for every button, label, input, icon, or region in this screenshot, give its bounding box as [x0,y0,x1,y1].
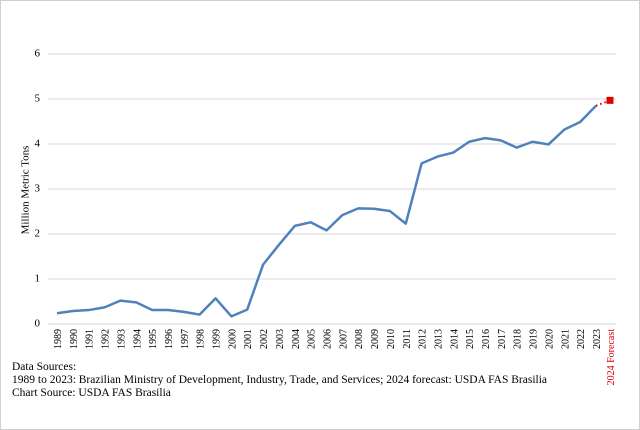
y-tick-label: 5 [35,93,41,105]
y-axis-label: Million Metric Tons [20,146,32,235]
x-tick-label: 1991 [85,329,96,349]
x-tick-label: 1996 [164,329,175,349]
y-tick-label: 1 [35,273,41,285]
source-note: 1989 to 2023: Brazilian Ministry of Deve… [12,374,547,386]
source-note: Chart Source: USDA FAS Brasilia [12,387,171,399]
x-tick-label: 1994 [132,329,143,349]
x-tick-label: 2001 [243,329,254,349]
source-note: Data Sources: [12,361,76,373]
x-tick-label: 2013 [433,329,444,349]
x-tick-label: 2015 [465,329,476,349]
x-tick-label: 2011 [402,329,413,349]
data-line [56,104,597,318]
x-tick-label: 2017 [497,329,508,349]
x-tick-label: 2021 [560,329,571,349]
x-tick-label: 2009 [370,329,381,349]
y-tick-label: 2 [35,228,41,240]
x-tick-label: 2003 [275,329,286,349]
x-tick-label: 1993 [116,329,127,349]
x-tick-label: 2023 [592,329,603,349]
x-tick-label: 2014 [449,329,460,349]
x-tick-label: 2006 [323,329,334,349]
x-tick-label: 1999 [212,329,223,349]
y-tick-label: 3 [35,183,41,195]
x-tick-label: 1990 [69,329,80,349]
y-tick-label: 0 [35,318,41,330]
x-tick-label: 2010 [386,329,397,349]
y-tick-label: 4 [35,138,41,150]
x-tick-label: 1989 [53,329,64,349]
x-tick-label: 1992 [101,329,112,349]
x-tick-label: 2020 [544,329,555,349]
x-tick-label: 2024 Forecast [606,329,617,386]
x-tick-label: 2022 [576,329,587,349]
x-tick-label: 2002 [259,329,270,349]
x-tick-label: 2012 [418,329,429,349]
x-tick-label: 1995 [148,329,159,349]
x-tick-label: 2018 [513,329,524,349]
forecast-point [606,96,614,104]
y-tick-label: 6 [35,48,41,60]
x-tick-label: 2004 [291,329,302,349]
x-tick-label: 2005 [307,329,318,349]
x-tick-label: 2016 [481,329,492,349]
x-tick-label: 2008 [354,329,365,349]
x-tick-label: 1998 [196,329,207,349]
x-tick-label: 1997 [180,329,191,349]
x-tick-label: 2019 [529,329,540,349]
x-tick-label: 2007 [338,329,349,349]
x-tick-label: 2000 [227,329,238,349]
